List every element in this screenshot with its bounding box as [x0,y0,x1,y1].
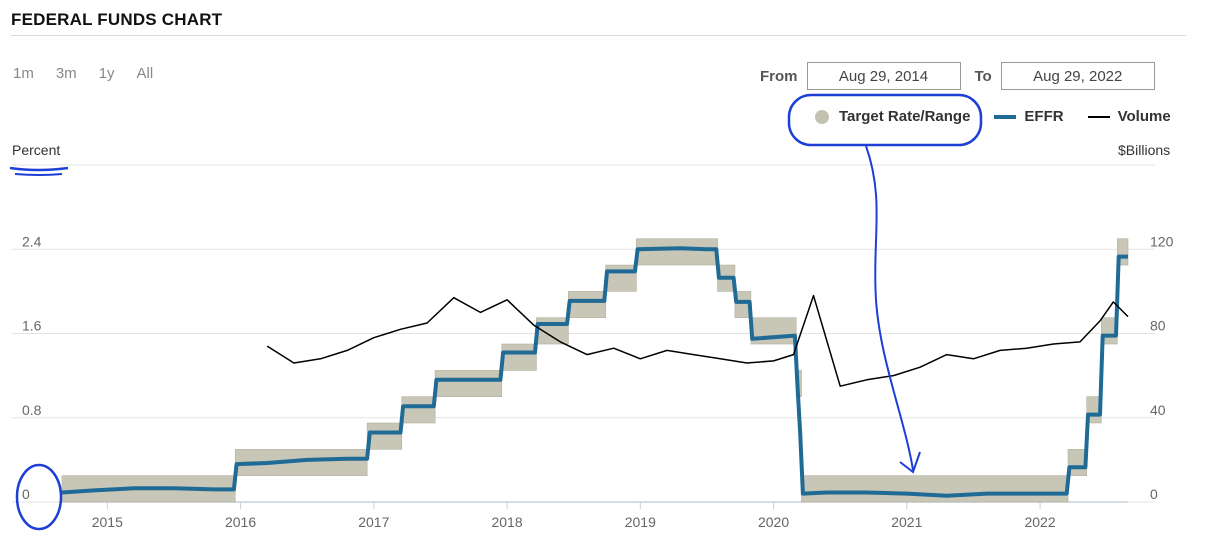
page-title: FEDERAL FUNDS CHART [11,10,223,29]
target-range-band [801,475,1069,503]
volume-line-swatch-icon [1087,115,1110,118]
legend-target-label: Target Rate/Range [839,108,971,125]
volume-series-line [266,294,1129,387]
target-range-band [605,264,637,292]
target-range-band [536,317,569,345]
x-tick-label: 2022 [1024,514,1055,530]
chart-legend: Target Rate/Range EFFR Volume [815,108,1171,125]
range-1m-button[interactable]: 1m [13,65,34,82]
annotation-legend-circle [787,93,983,147]
x-tick-label: 2019 [625,514,656,530]
x-tick-label: 2020 [758,514,789,530]
from-date-input[interactable] [806,62,961,90]
target-range-band [366,422,403,450]
range-1y-button[interactable]: 1y [98,65,115,82]
effr-line-swatch-icon [994,114,1017,119]
range-all-button[interactable]: All [136,65,154,82]
annotation-zero-circle [15,463,63,531]
legend-target-rate[interactable]: Target Rate/Range [815,108,970,125]
left-tick-label: 0 [22,486,30,502]
left-axis-title: Percent [12,142,61,158]
target-rate-swatch-icon [815,109,829,124]
annotation-arrowhead-icon [899,451,921,474]
range-selector: 1m 3m 1y All [13,65,175,82]
x-tick-label: 2021 [891,514,922,530]
title-divider [11,35,1186,36]
annotation-arrow-icon [865,145,914,471]
target-range-band [1117,238,1129,266]
legend-effr-label: EFFR [1024,108,1064,125]
target-range-band [401,396,436,424]
left-tick-label: 1.6 [22,318,42,334]
annotation-underline [14,173,63,176]
x-tick-label: 2018 [491,514,522,530]
x-tick-label: 2017 [358,514,389,530]
legend-effr[interactable]: EFFR [994,108,1064,125]
legend-volume-label: Volume [1117,108,1171,125]
legend-volume[interactable]: Volume [1087,108,1171,125]
range-3m-button[interactable]: 3m [55,65,77,82]
target-range-band [501,343,537,371]
target-range-band [636,238,718,266]
x-tick-label: 2015 [92,514,123,530]
left-tick-label: 0.8 [22,402,42,418]
right-tick-label: 0 [1150,486,1158,502]
date-range: From To [760,62,1169,90]
annotation-underline [9,166,69,172]
x-tick-label: 2016 [225,514,256,530]
to-label: To [974,67,992,85]
right-tick-label: 40 [1150,402,1166,418]
target-range-band [568,291,606,319]
right-tick-label: 120 [1150,233,1174,249]
left-tick-label: 2.4 [22,233,42,249]
from-label: From [760,67,798,85]
to-date-input[interactable] [1000,62,1155,90]
right-tick-label: 80 [1150,318,1166,334]
target-range-band [434,370,503,397]
effr-series-line [61,246,1128,498]
right-axis-title: $Billions [1118,142,1171,158]
